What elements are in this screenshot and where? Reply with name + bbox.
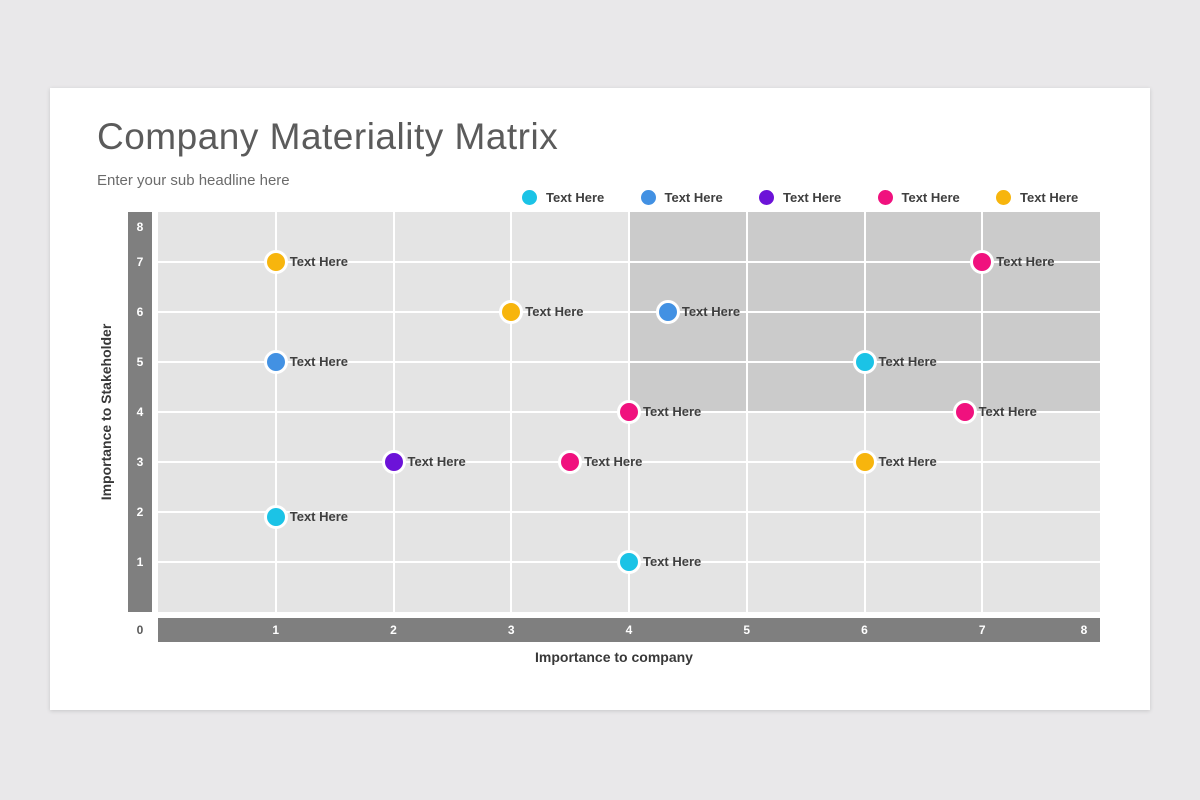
gridline-horizontal (158, 261, 1100, 263)
origin-tick-label: 0 (136, 623, 144, 637)
data-point-dot[interactable] (263, 250, 288, 274)
y-tick-label: 8 (136, 220, 144, 234)
data-point-label[interactable]: Text Here (643, 554, 702, 569)
legend-item[interactable]: Text Here (996, 183, 1078, 211)
data-point-label[interactable]: Text Here (289, 509, 349, 524)
data-point-label[interactable]: Text Here (643, 404, 702, 419)
y-tick-label: 4 (136, 405, 144, 419)
page-title[interactable]: Company Materiality Matrix (97, 116, 559, 157)
x-tick-label: 3 (507, 623, 515, 637)
legend-item-label: Text Here (1020, 189, 1079, 205)
data-point-dot[interactable] (952, 400, 977, 424)
legend-item-label: Text Here (546, 189, 605, 205)
yellow-legend-dot-icon (996, 189, 1011, 205)
gridline-horizontal (158, 461, 1100, 463)
chart-legend: Text Here Text Here Text Here Text Here Text… (522, 183, 1102, 211)
y-tick-label: 3 (136, 455, 144, 469)
y-tick-label: 1 (136, 555, 144, 569)
y-tick-label: 7 (136, 255, 144, 269)
data-point-label[interactable]: Text Here (525, 304, 584, 319)
legend-item[interactable]: Text Here (522, 183, 604, 211)
legend-item-label: Text Here (783, 189, 842, 205)
x-tick-label: 4 (625, 623, 633, 637)
page-subtitle[interactable]: Enter your sub headline here (97, 172, 290, 189)
x-tick-label: 5 (743, 623, 751, 637)
y-tick-label: 6 (136, 305, 144, 319)
data-point-dot[interactable] (655, 300, 680, 324)
data-point-dot[interactable] (381, 450, 406, 474)
data-point-dot[interactable] (617, 550, 641, 574)
data-point-dot[interactable] (617, 400, 641, 424)
data-point-label[interactable]: Text Here (978, 404, 1037, 419)
data-point-label[interactable]: Text Here (878, 454, 937, 469)
legend-item[interactable]: Text Here (759, 183, 841, 211)
x-tick-label: 8 (1080, 623, 1088, 637)
y-axis-bar: 1 2 3 4 5 6 7 8 (128, 212, 152, 612)
legend-item-label: Text Here (901, 189, 960, 205)
gridline-horizontal (158, 311, 1100, 313)
x-tick-label: 6 (861, 623, 868, 637)
x-axis-title: Importance to company (535, 649, 693, 665)
data-point-dot[interactable] (263, 350, 288, 374)
data-point-label[interactable]: Text Here (289, 254, 349, 269)
slide: Company Materiality Matrix Enter your su… (50, 88, 1150, 710)
y-axis-title: Importance to Stakeholder (98, 323, 114, 501)
data-point-label[interactable]: Text Here (584, 454, 643, 469)
cyan-legend-dot-icon (522, 189, 537, 205)
y-tick-label: 5 (136, 355, 144, 369)
purple-legend-dot-icon (759, 189, 774, 205)
data-point-dot[interactable] (499, 300, 524, 324)
gridline-horizontal (158, 511, 1100, 513)
plot-area: Text Here Text Here Text Here Text Here Text… (158, 212, 1100, 612)
y-tick-label: 2 (136, 505, 144, 519)
x-tick-label: 7 (978, 623, 986, 637)
data-point-dot[interactable] (970, 250, 995, 274)
legend-item[interactable]: Text Here (640, 183, 723, 211)
legend-item[interactable]: Text Here (877, 183, 960, 211)
gridline-horizontal (158, 361, 1100, 363)
legend-item-label: Text Here (664, 189, 723, 205)
data-point-label[interactable]: Text Here (407, 454, 466, 469)
data-point-label[interactable]: Text Here (289, 354, 349, 369)
data-point-label[interactable]: Text Here (878, 354, 937, 369)
data-point-dot[interactable] (852, 450, 877, 474)
x-tick-label: 1 (272, 623, 280, 637)
blue-legend-dot-icon (640, 189, 656, 205)
x-tick-label: 2 (390, 623, 397, 637)
data-point-dot[interactable] (852, 350, 877, 374)
data-point-label[interactable]: Text Here (681, 304, 741, 319)
data-point-dot[interactable] (263, 505, 288, 529)
data-point-label[interactable]: Text Here (996, 254, 1055, 269)
data-point-dot[interactable] (558, 450, 583, 474)
pink-legend-dot-icon (877, 189, 893, 205)
x-axis-bar: 1 2 3 4 5 6 7 8 (158, 618, 1100, 642)
